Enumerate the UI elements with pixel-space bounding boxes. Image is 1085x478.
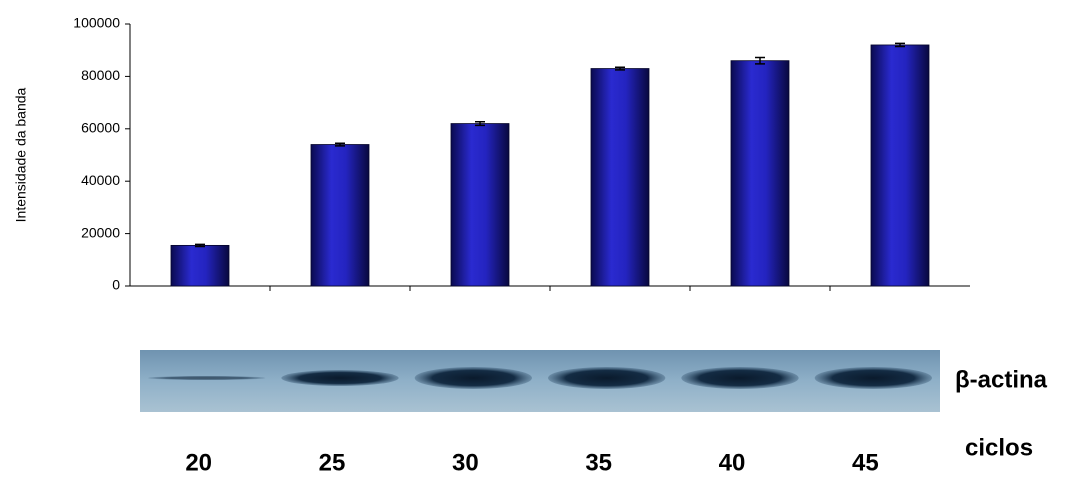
x-tick-label: 45 [852,449,879,476]
gel [140,350,940,412]
bar [311,145,369,286]
y-axis-label: Intensidade da banda [13,87,29,222]
gel-band [281,370,398,386]
gel-band [548,367,665,389]
gel-band [681,367,798,389]
chart: Intensidade da banda β-actina ciclos 0 20… [0,0,1085,478]
gel-band [415,367,532,389]
bar [731,61,789,286]
bar [171,245,229,286]
gel-band [815,367,932,389]
x-axis-label: ciclos [965,434,1033,461]
bar [451,124,509,286]
bar [591,69,649,286]
y-tick-label: 80000 [81,67,120,83]
y-tick-label: 0 [112,277,120,293]
x-tick-label: 35 [585,449,612,476]
x-tick-label: 40 [719,449,746,476]
y-tick-label: 40000 [81,172,120,188]
bar [871,45,929,286]
y-tick-label: 60000 [81,120,120,136]
x-tick-label: 30 [452,449,479,476]
gel-label: β-actina [955,366,1048,393]
gel-band [148,376,265,380]
y-tick-label: 20000 [81,224,120,240]
x-tick-label: 25 [319,449,346,476]
x-tick-label: 20 [185,449,212,476]
y-tick-label: 100000 [73,15,120,31]
